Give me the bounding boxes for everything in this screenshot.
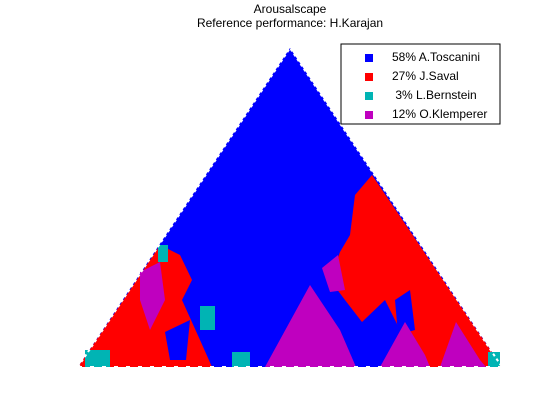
region: [440, 322, 486, 367]
region: [322, 255, 345, 292]
region: [158, 245, 168, 262]
region: [395, 290, 415, 335]
legend-swatch: [365, 92, 373, 100]
region: [165, 320, 190, 360]
region: [140, 262, 165, 330]
chart-subtitle: Reference performance: H.Karajan: [197, 16, 383, 30]
legend-label: 58% A.Toscanini: [392, 50, 480, 64]
legend-label: 12% O.Klemperer: [392, 107, 487, 121]
legend-swatch: [365, 54, 373, 62]
region: [488, 352, 500, 367]
region: [85, 350, 110, 367]
triangle-map: [77, 46, 503, 368]
legend-swatch: [365, 111, 373, 119]
region: [380, 322, 430, 367]
region: [232, 352, 250, 367]
chart-title: Arousalscape: [254, 2, 327, 16]
region: [330, 175, 502, 367]
region: [200, 306, 215, 330]
legend-label: 27% J.Saval: [392, 69, 459, 83]
triangle-edge: [77, 46, 503, 368]
region: [265, 285, 356, 367]
legend-label: 3% L.Bernstein: [392, 88, 477, 102]
legend: 58% A.Toscanini 27% J.Saval 3% L.Bernstei…: [365, 50, 487, 121]
legend-swatch: [365, 73, 373, 81]
